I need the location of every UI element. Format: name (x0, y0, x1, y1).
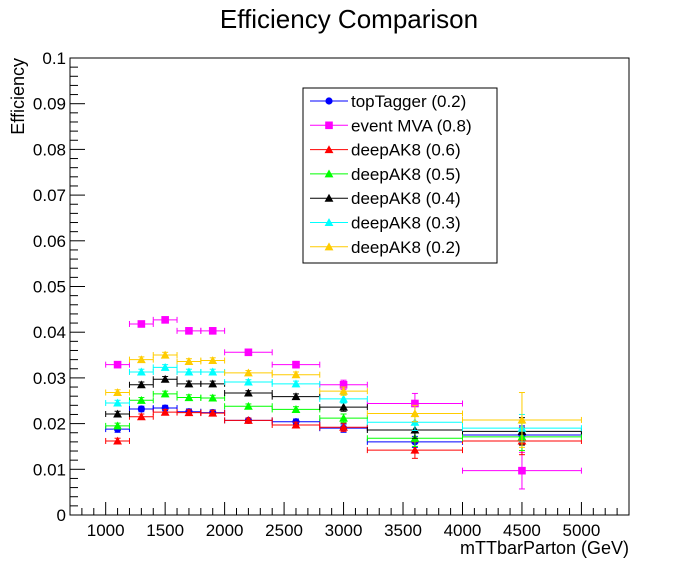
data-point (244, 368, 253, 377)
data-point (136, 355, 146, 364)
series-7 (105, 350, 582, 448)
legend-label: deepAK8 (0.4) (351, 189, 461, 208)
legend-marker (325, 121, 333, 130)
data-point (113, 398, 122, 407)
data-point (244, 416, 253, 424)
series-layer (105, 316, 582, 490)
data-point (411, 399, 419, 408)
data-point (292, 360, 300, 369)
data-point (136, 367, 146, 376)
data-point (244, 377, 253, 386)
x-tick-label: 5000 (563, 521, 601, 540)
y-tick-label: 0.05 (33, 278, 66, 297)
data-point (410, 445, 420, 454)
legend-marker (324, 193, 334, 202)
legend-label: event MVA (0.8) (351, 116, 472, 135)
y-tick-label: 0.02 (33, 415, 66, 434)
y-tick-label: 0.03 (33, 369, 66, 388)
data-point (184, 393, 194, 402)
data-point (291, 370, 301, 379)
series-2 (105, 316, 582, 490)
data-point (184, 367, 194, 376)
data-point (339, 386, 348, 395)
data-point (291, 379, 301, 388)
x-tick-label: 3500 (384, 521, 422, 540)
data-point (339, 402, 348, 411)
legend: topTagger (0.2) event MVA (0.8) deepAK8 (0… (302, 87, 498, 264)
x-tick-label: 2500 (265, 521, 303, 540)
data-point (339, 380, 348, 389)
data-point (410, 409, 420, 418)
data-point (161, 316, 169, 324)
data-point (160, 389, 170, 398)
data-point (160, 362, 170, 371)
x-axis-label: mTTbarParton (GeV) (460, 538, 629, 558)
data-point (244, 401, 253, 410)
data-point (291, 420, 301, 429)
data-point (339, 394, 348, 403)
legend-marker (324, 242, 334, 251)
data-point (113, 409, 122, 418)
data-point (291, 392, 301, 401)
data-point (517, 415, 527, 424)
legend-marker (324, 218, 334, 227)
legend-box (302, 87, 498, 264)
data-point (184, 357, 194, 365)
data-point (160, 407, 170, 416)
data-point (291, 405, 301, 413)
data-point (136, 412, 146, 421)
y-tick-label: 0.06 (33, 232, 66, 251)
data-point (208, 327, 217, 335)
data-point (208, 393, 218, 402)
y-tick-label: 0.09 (33, 95, 66, 114)
legend-label: deepAK8 (0.5) (351, 165, 461, 184)
data-point (208, 367, 218, 376)
data-point (137, 405, 145, 413)
legend-marker (325, 97, 333, 105)
data-point (160, 350, 170, 359)
data-point (184, 408, 194, 417)
data-point (160, 374, 170, 383)
x-tick-label: 1000 (87, 521, 125, 540)
x-tick-label: 4500 (503, 521, 541, 540)
data-point (185, 327, 193, 335)
data-point (136, 395, 146, 404)
data-point (136, 380, 146, 389)
y-tick-label: 0.07 (33, 186, 66, 205)
chart-title: Efficiency Comparison (220, 4, 478, 34)
data-point (339, 422, 348, 431)
x-tick-label: 4000 (444, 521, 482, 540)
x-tick-label: 2000 (206, 521, 244, 540)
x-tick-label: 1500 (146, 521, 184, 540)
legend-label: deepAK8 (0.3) (351, 214, 461, 233)
data-point (208, 379, 218, 388)
data-point (244, 348, 253, 357)
legend-marker (324, 169, 334, 178)
x-tick-label: 3000 (325, 521, 363, 540)
y-tick-label: 0.04 (33, 323, 66, 342)
data-point (208, 408, 218, 417)
data-point (208, 356, 218, 365)
axes: 1000 1500 2000 2500 3000 3500 4000 4500 5000 0 0.0… (33, 49, 630, 540)
data-point (244, 388, 253, 397)
data-point (518, 466, 526, 475)
y-axis-label: Efficiency (8, 58, 28, 135)
y-tick-label: 0 (57, 506, 66, 525)
legend-label: deepAK8 (0.2) (351, 238, 461, 257)
y-tick-label: 0.1 (42, 49, 66, 68)
legend-marker (324, 145, 334, 154)
y-tick-label: 0.08 (33, 140, 66, 159)
legend-label: topTagger (0.2) (351, 92, 466, 111)
data-point (137, 320, 146, 328)
data-point (113, 436, 122, 445)
legend-label: deepAK8 (0.6) (351, 141, 461, 160)
y-tick-label: 0.01 (33, 460, 66, 479)
data-point (113, 421, 122, 430)
data-point (113, 360, 122, 369)
data-point (184, 379, 194, 388)
data-point (339, 413, 348, 422)
data-point (113, 388, 122, 397)
